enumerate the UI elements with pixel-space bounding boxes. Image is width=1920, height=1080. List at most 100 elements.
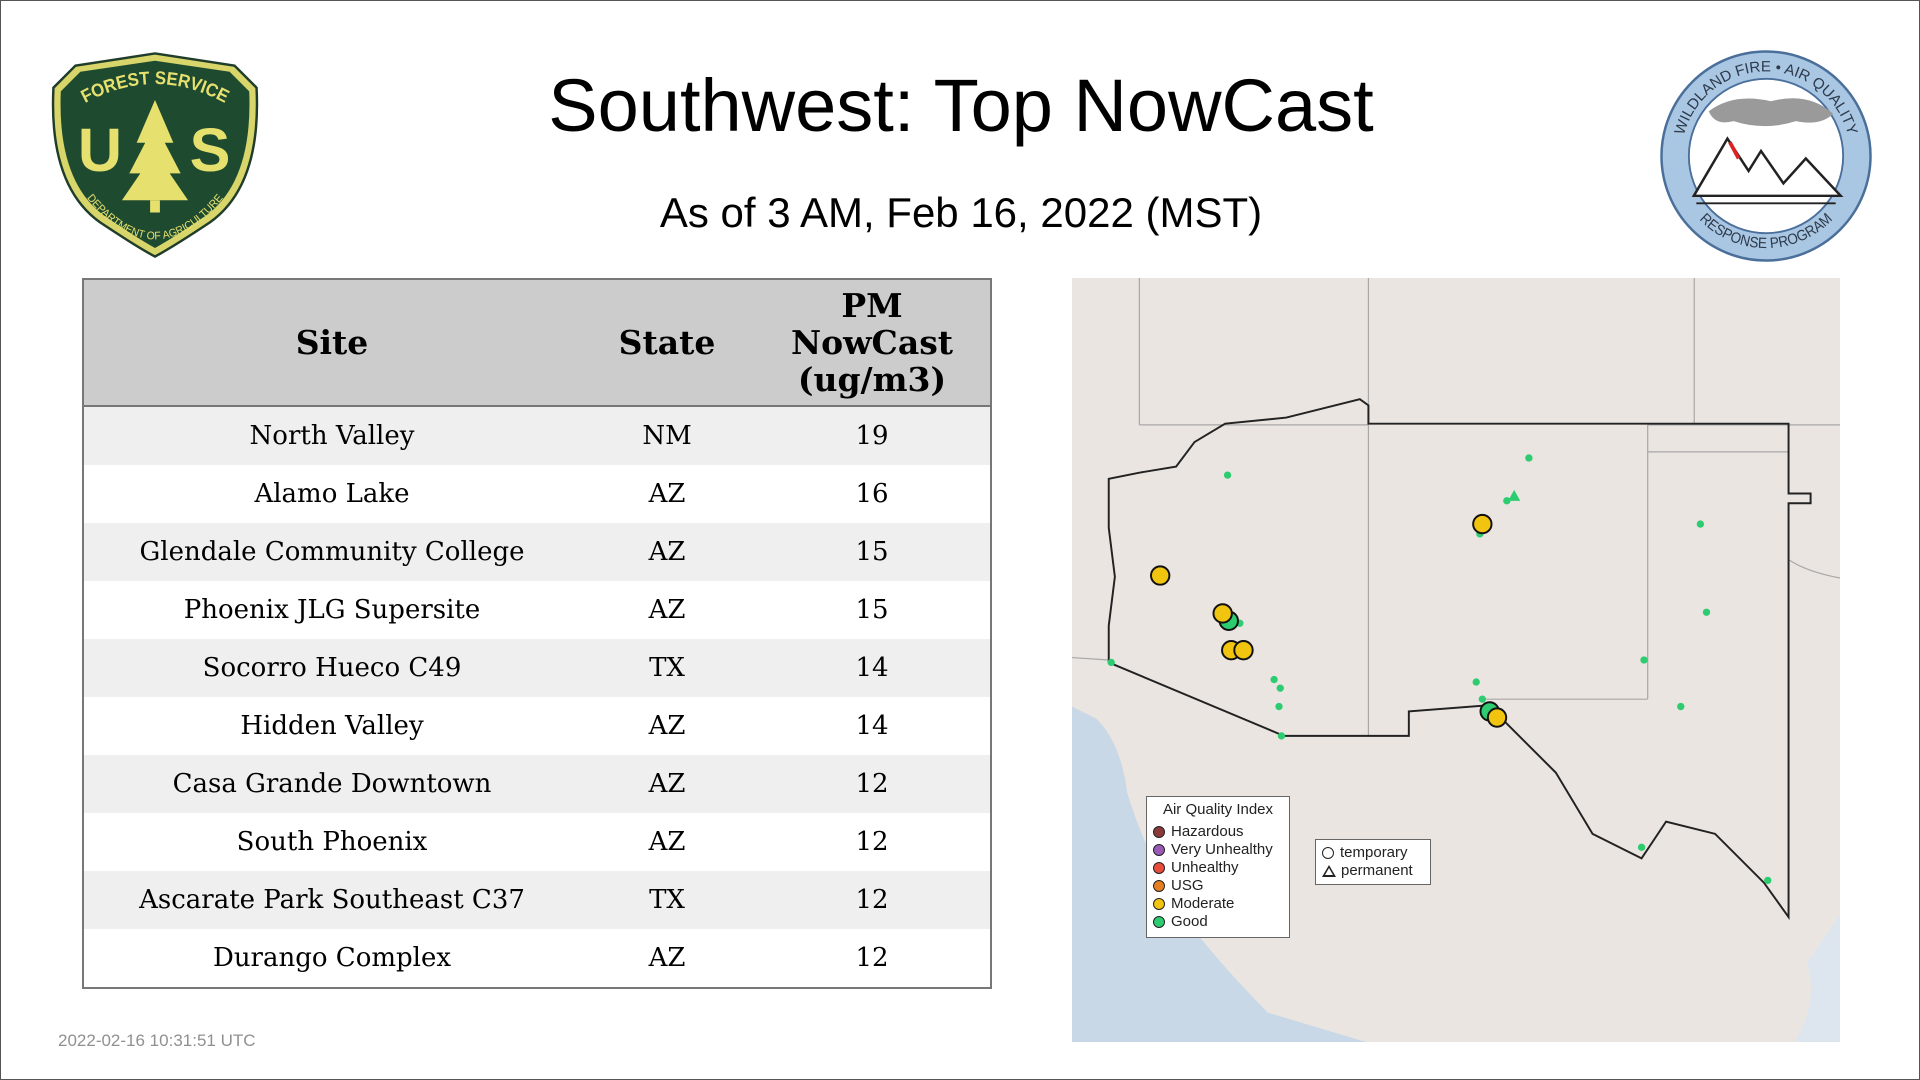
table-header-row: Site State PM NowCast (ug/m3)	[83, 279, 991, 407]
site-marker-permanent[interactable]	[1508, 489, 1521, 501]
site-marker-moderate[interactable]	[1233, 640, 1254, 661]
table-row: Casa Grande Downtown AZ 12	[83, 755, 991, 813]
column-header-state: State	[580, 279, 754, 407]
nowcast-cell: 14	[754, 639, 991, 697]
table-row: Glendale Community College AZ 15	[83, 523, 991, 581]
legend-temporary: temporary	[1322, 844, 1426, 862]
map-markers	[1107, 454, 1772, 885]
aqi-legend-title: Air Quality Index	[1162, 801, 1274, 818]
circle-icon	[1153, 898, 1165, 910]
site-marker-good[interactable]	[1107, 658, 1115, 667]
site-marker-moderate[interactable]	[1212, 603, 1233, 624]
pacific-water	[1072, 1012, 1146, 1042]
table-row: Phoenix JLG Supersite AZ 15	[83, 581, 991, 639]
site-marker-good[interactable]	[1277, 732, 1286, 740]
site-marker-good[interactable]	[1276, 684, 1284, 692]
state-cell: NM	[580, 406, 754, 465]
state-cell: AZ	[580, 581, 754, 639]
aqi-map: Air Quality Index Hazardous Very Unhealth…	[1071, 278, 1841, 1042]
site-marker-good[interactable]	[1270, 675, 1278, 684]
legend-label: Moderate	[1171, 895, 1235, 912]
site-marker-good[interactable]	[1223, 471, 1232, 479]
table-row: Hidden Valley AZ 14	[83, 697, 991, 755]
svg-text:U: U	[78, 116, 122, 184]
legend-label: Hazardous	[1171, 823, 1244, 840]
legend-label: USG	[1171, 877, 1204, 894]
site-cell: Casa Grande Downtown	[83, 755, 580, 813]
state-cell: AZ	[580, 813, 754, 871]
site-marker-good[interactable]	[1472, 678, 1480, 686]
table-row: Alamo Lake AZ 16	[83, 465, 991, 523]
site-marker-good[interactable]	[1677, 702, 1685, 711]
table-row: Socorro Hueco C49 TX 14	[83, 639, 991, 697]
table-row: South Phoenix AZ 12	[83, 813, 991, 871]
table-row: Ascarate Park Southeast C37 TX 12	[83, 871, 991, 929]
site-marker-good[interactable]	[1764, 876, 1772, 885]
legend-item-moderate: Moderate	[1153, 895, 1289, 913]
nowcast-cell: 14	[754, 697, 991, 755]
gulf-of-california	[1072, 706, 1366, 1042]
nowcast-table: Site State PM NowCast (ug/m3) North Vall…	[82, 278, 992, 989]
site-marker-good[interactable]	[1275, 702, 1283, 711]
site-cell: South Phoenix	[83, 813, 580, 871]
legend-permanent: permanent	[1322, 862, 1426, 880]
site-cell: Glendale Community College	[83, 523, 580, 581]
legend-item-very-unhealthy: Very Unhealthy	[1153, 841, 1289, 859]
legend-item-unhealthy: Unhealthy	[1153, 859, 1289, 877]
legend-label: temporary	[1340, 844, 1408, 861]
nowcast-cell: 15	[754, 523, 991, 581]
site-cell: Alamo Lake	[83, 465, 580, 523]
triangle-icon	[1322, 865, 1336, 877]
site-marker-moderate[interactable]	[1486, 707, 1508, 728]
site-cell: Socorro Hueco C49	[83, 639, 580, 697]
forest-service-logo: FOREST SERVICE U S DEPARTMENT OF AGRICUL…	[51, 52, 259, 258]
legend-label: Unhealthy	[1171, 859, 1239, 876]
nowcast-cell: 19	[754, 406, 991, 465]
table-row: North Valley NM 19	[83, 406, 991, 465]
nowcast-cell: 12	[754, 871, 991, 929]
table-row: Durango Complex AZ 12	[83, 929, 991, 988]
legend-label: Good	[1171, 913, 1208, 930]
state-cell: AZ	[580, 697, 754, 755]
site-marker-good[interactable]	[1640, 656, 1648, 664]
site-marker-good[interactable]	[1478, 695, 1487, 703]
site-marker-good[interactable]	[1525, 454, 1533, 462]
site-cell: Durango Complex	[83, 929, 580, 988]
circle-icon	[1153, 826, 1165, 838]
state-cell: AZ	[580, 523, 754, 581]
legend-label: permanent	[1341, 862, 1413, 879]
site-marker-good[interactable]	[1702, 608, 1711, 616]
site-marker-good[interactable]	[1503, 497, 1511, 505]
gulf-water	[1794, 914, 1840, 1042]
state-boundaries	[1071, 278, 1841, 736]
site-cell: Phoenix JLG Supersite	[83, 581, 580, 639]
site-marker-moderate[interactable]	[1472, 513, 1493, 535]
circle-icon	[1153, 844, 1165, 856]
column-header-pm-nowcast: PM NowCast (ug/m3)	[754, 279, 991, 407]
southwest-region-outline	[1107, 398, 1812, 921]
pm-header-line: NowCast	[790, 323, 954, 362]
page-title: Southwest: Top NowCast	[548, 64, 1374, 147]
site-marker-good[interactable]	[1637, 843, 1646, 851]
site-marker-good[interactable]	[1696, 520, 1705, 528]
column-header-site: Site	[83, 279, 580, 407]
state-cell: AZ	[580, 929, 754, 988]
site-type-legend: temporary permanent	[1315, 839, 1431, 885]
circle-icon	[1322, 847, 1334, 859]
page-subtitle: As of 3 AM, Feb 16, 2022 (MST)	[659, 189, 1263, 236]
nowcast-cell: 15	[754, 581, 991, 639]
legend-item-good: Good	[1153, 913, 1289, 931]
site-cell: North Valley	[83, 406, 580, 465]
state-cell: AZ	[580, 465, 754, 523]
circle-icon	[1153, 862, 1165, 874]
pm-header-line: PM	[841, 286, 903, 325]
aqi-legend: Air Quality Index Hazardous Very Unhealth…	[1146, 796, 1290, 938]
legend-item-hazardous: Hazardous	[1153, 823, 1289, 841]
site-marker-moderate[interactable]	[1150, 565, 1171, 586]
circle-icon	[1153, 880, 1165, 892]
nowcast-cell: 16	[754, 465, 991, 523]
legend-label: Very Unhealthy	[1171, 841, 1273, 858]
state-cell: TX	[580, 639, 754, 697]
state-cell: AZ	[580, 755, 754, 813]
wildland-fire-logo: WILDLAND FIRE • AIR QUALITY RESPONSE PRO…	[1660, 50, 1872, 262]
